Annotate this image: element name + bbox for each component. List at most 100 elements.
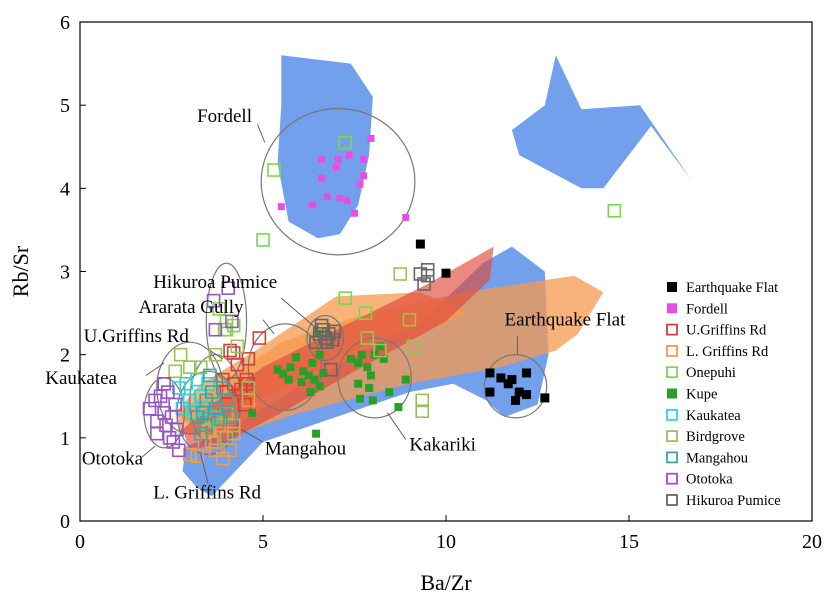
data-point	[351, 209, 358, 217]
data-point	[394, 403, 403, 412]
data-point	[323, 362, 338, 377]
data-point	[413, 267, 428, 281]
y-tick-label: 2	[60, 345, 70, 367]
data-point	[284, 375, 293, 384]
data-point	[485, 387, 495, 397]
legend-swatch	[666, 430, 678, 443]
data-point	[363, 363, 372, 372]
legend-label: Mangahou	[686, 450, 748, 466]
data-point	[241, 381, 256, 395]
data-point	[206, 293, 221, 308]
data-point	[385, 388, 394, 397]
data-point	[175, 401, 190, 416]
x-tick-label: 0	[75, 531, 85, 553]
data-point	[360, 331, 375, 345]
legend-swatch	[666, 472, 678, 485]
data-point	[507, 375, 517, 385]
data-point	[215, 381, 230, 395]
legend-swatch	[667, 282, 677, 292]
annotation-leader	[145, 362, 165, 376]
series-kupe	[248, 329, 410, 438]
data-point	[186, 406, 201, 420]
data-point	[325, 332, 340, 347]
data-point	[204, 385, 219, 399]
data-point	[319, 368, 328, 377]
legend-swatch	[667, 303, 677, 314]
data-point	[226, 426, 241, 441]
data-point	[197, 401, 212, 416]
data-point	[299, 367, 308, 376]
annotation-label: Ototoka	[82, 448, 144, 469]
legend-label: Kupe	[686, 387, 717, 403]
x-tick-label: 15	[619, 531, 639, 553]
y-tick-label: 3	[60, 262, 70, 284]
series-mangahou	[190, 368, 237, 441]
data-point	[514, 387, 524, 397]
data-point	[415, 239, 425, 249]
data-point	[199, 418, 214, 433]
legend-label: Ototoka	[686, 472, 733, 488]
data-point	[338, 135, 353, 150]
group-ellipse-9	[205, 262, 248, 381]
data-point	[485, 368, 495, 378]
annotation-leader	[281, 297, 319, 331]
annotation-label: U.Griffins Rd	[84, 326, 190, 347]
data-point	[225, 314, 239, 329]
annotation-leader	[209, 350, 223, 360]
data-point	[252, 331, 267, 345]
annotation-label: Ararata Gully	[139, 297, 244, 318]
data-point	[183, 360, 197, 374]
x-tick-label: 10	[436, 531, 456, 553]
data-point	[226, 418, 241, 433]
data-point	[323, 193, 331, 201]
legend: Earthquake Flat Fordell U.Griffins Rd L. Gr…	[666, 280, 781, 509]
data-point	[150, 426, 164, 441]
data-point	[417, 277, 431, 291]
y-tick-label: 5	[60, 95, 70, 117]
y-tick-label: 4	[60, 178, 70, 200]
data-point	[315, 382, 324, 391]
legend-label: Onepuhi	[686, 365, 736, 381]
data-point	[219, 385, 234, 399]
data-point	[402, 312, 417, 327]
data-point	[309, 335, 323, 349]
data-point	[306, 388, 315, 397]
group-ellipse-8	[306, 314, 345, 362]
annotation-label: Earthquake Flat	[505, 310, 627, 331]
data-point	[406, 339, 420, 354]
y-tick-label: 0	[60, 511, 70, 533]
data-point	[522, 390, 532, 400]
data-point	[217, 322, 232, 337]
data-point	[496, 373, 506, 383]
data-point	[150, 414, 164, 429]
data-point	[310, 375, 319, 384]
data-point	[338, 291, 353, 305]
data-point	[365, 383, 374, 392]
legend-swatch	[667, 388, 677, 399]
data-point	[308, 358, 317, 367]
data-point	[161, 385, 175, 399]
data-point	[334, 155, 342, 163]
data-point	[308, 201, 316, 209]
data-point	[415, 393, 430, 408]
data-point	[172, 381, 186, 395]
legend-swatch	[666, 451, 678, 464]
data-point	[162, 431, 177, 445]
annotation-leader	[200, 454, 209, 484]
data-point	[343, 197, 351, 205]
legend-swatch	[666, 494, 678, 506]
group-ellipse-3	[247, 323, 323, 411]
axis-ticks: 0 5 10 15 20 0 1 2 3 4 5 6	[60, 12, 822, 553]
legend-swatch	[666, 323, 678, 336]
data-point	[223, 410, 237, 424]
legend-label: Hikuroa Pumice	[686, 493, 781, 509]
data-point	[267, 163, 281, 177]
data-point	[367, 134, 375, 142]
field-polygon-1	[511, 55, 692, 189]
data-point	[241, 352, 256, 366]
data-point	[172, 443, 186, 458]
annotation-leader	[240, 429, 264, 443]
x-tick-label: 5	[258, 531, 268, 553]
group-ellipse-1	[483, 354, 548, 419]
annotation-label: L. Griffins Rd	[153, 483, 261, 504]
